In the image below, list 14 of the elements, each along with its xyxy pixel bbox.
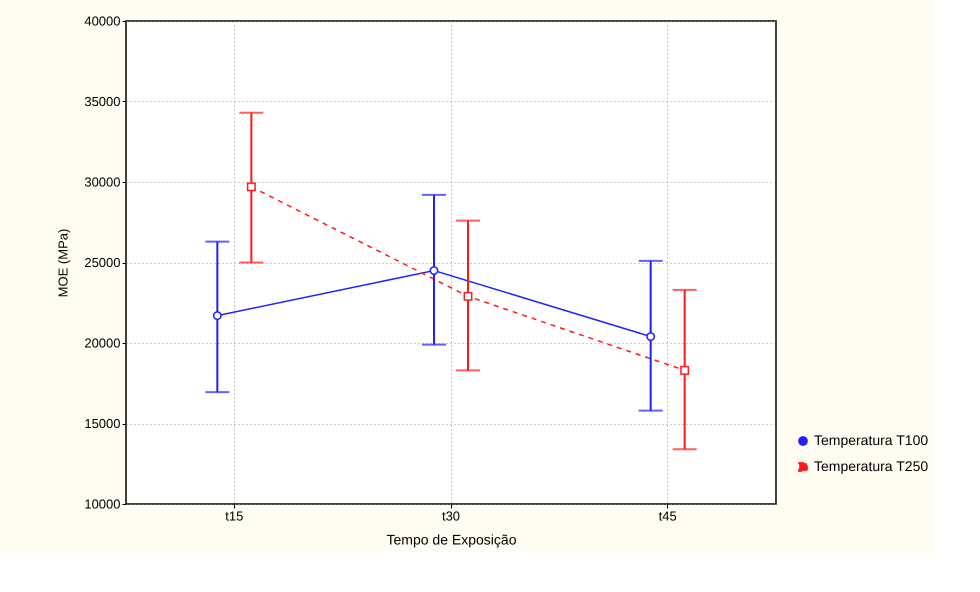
y-tick-label: 20000 xyxy=(84,336,120,350)
y-tick-label: 25000 xyxy=(84,255,120,270)
y-tick-label: 10000 xyxy=(84,496,120,512)
x-axis-title: Tempo de Exposição xyxy=(386,532,517,548)
x-tick-label: t45 xyxy=(658,508,677,524)
y-tick-label: 30000 xyxy=(84,174,120,190)
y-tick-label: 35000 xyxy=(84,94,120,109)
y-tick-label: 15000 xyxy=(84,416,120,431)
y-axis-title: MOE (MPa) xyxy=(55,228,70,298)
y-tick-label: 40000 xyxy=(84,14,120,28)
x-tick-label: t30 xyxy=(442,508,460,524)
x-tick-label: t15 xyxy=(225,508,244,524)
legend-label: Temperatura T250 xyxy=(814,458,928,474)
legend-label: Temperatura T100 xyxy=(814,432,928,448)
